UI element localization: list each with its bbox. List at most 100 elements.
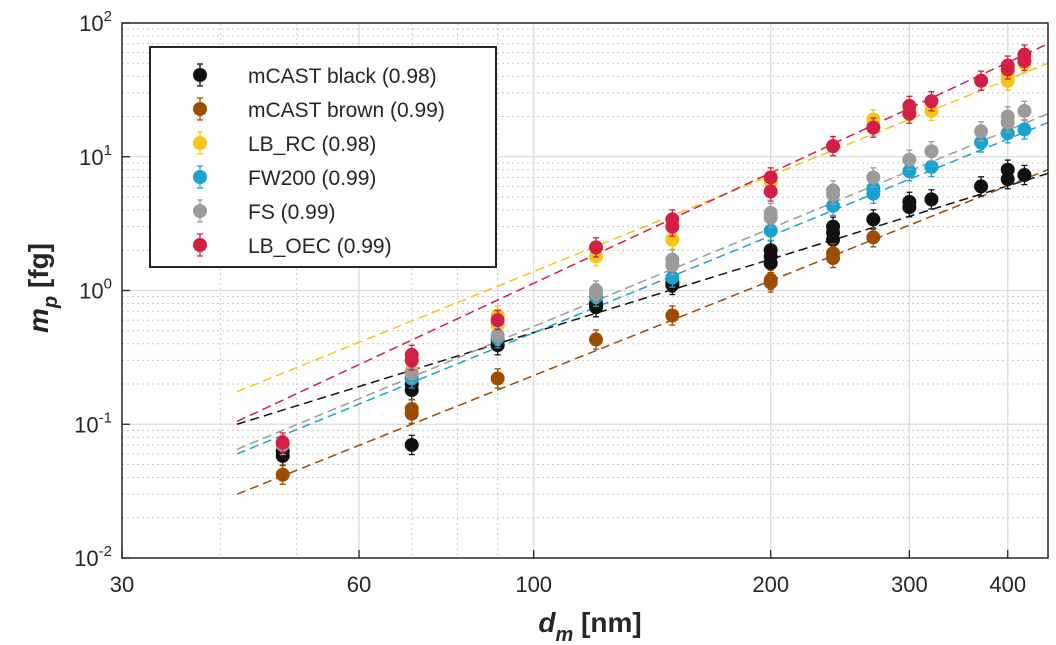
data-point — [404, 434, 419, 456]
marker — [902, 152, 917, 167]
marker — [866, 181, 881, 196]
data-point — [826, 135, 841, 157]
x-tick-label: 100 — [515, 572, 552, 597]
data-point — [1017, 100, 1032, 122]
data-point — [866, 227, 881, 248]
x-tick-label: 60 — [347, 572, 371, 597]
data-point — [866, 117, 881, 138]
marker — [924, 94, 939, 109]
data-point — [490, 309, 505, 331]
data-point — [665, 249, 680, 270]
y-tick-label: 102 — [79, 8, 112, 36]
marker — [924, 159, 939, 174]
fit-line — [236, 169, 1048, 495]
marker — [826, 183, 841, 198]
marker — [275, 467, 290, 482]
legend-box — [149, 46, 497, 268]
y-tick-label: 100 — [79, 276, 112, 304]
legend-label: LB_RC (0.98) — [248, 133, 376, 156]
legend-entry: LB_OEC (0.99) — [193, 233, 392, 258]
legend-marker — [193, 170, 207, 184]
data-point — [866, 209, 881, 230]
legend-entry: mCAST brown (0.99) — [193, 97, 445, 122]
data-point — [589, 237, 604, 258]
marker — [902, 194, 917, 209]
data-point — [1017, 164, 1032, 186]
data-point — [763, 167, 778, 188]
y-tick-exponent: -1 — [99, 409, 112, 426]
marker — [826, 139, 841, 154]
data-point — [1000, 55, 1015, 76]
y-tick-exponent: -2 — [99, 543, 112, 560]
data-point — [589, 280, 604, 301]
x-tick-label: 200 — [752, 572, 789, 597]
data-point — [665, 209, 680, 230]
marker — [763, 205, 778, 220]
marker — [1000, 109, 1015, 124]
marker — [924, 192, 939, 207]
data-point — [974, 176, 989, 197]
legend-entry: mCAST black (0.98) — [193, 63, 437, 88]
marker — [924, 144, 939, 159]
legend: mCAST black (0.98) mCAST brown (0.99) LB_R… — [149, 46, 497, 268]
data-point — [1017, 119, 1032, 140]
data-point — [275, 432, 290, 453]
marker — [589, 283, 604, 298]
x-axis-label: dm [nm] — [538, 607, 641, 645]
data-point — [924, 90, 939, 112]
marker — [763, 243, 778, 258]
marker — [866, 120, 881, 135]
marker — [902, 98, 917, 113]
legend-marker — [193, 238, 207, 252]
marker — [974, 73, 989, 88]
data-point — [490, 368, 505, 389]
y-axis-unit: [fg] — [23, 243, 54, 296]
legend-label: mCAST brown (0.99) — [248, 99, 445, 122]
fit-line — [236, 172, 1048, 425]
y-tick-base: 10 — [79, 11, 103, 36]
data-point — [589, 329, 604, 350]
legend-marker — [193, 136, 207, 150]
marker — [826, 246, 841, 261]
grid-minor — [122, 23, 1048, 558]
y-tick-base: 10 — [74, 546, 98, 571]
marker — [1017, 122, 1032, 137]
data-points — [275, 44, 1032, 485]
marker — [1017, 168, 1032, 183]
data-point — [1000, 106, 1015, 127]
marker — [490, 371, 505, 386]
marker — [974, 179, 989, 194]
marker — [404, 402, 419, 417]
data-point — [404, 344, 419, 366]
marker — [665, 270, 680, 285]
marker — [404, 437, 419, 452]
marker — [589, 240, 604, 255]
data-point — [902, 191, 917, 213]
legend-marker — [193, 204, 207, 218]
data-point — [826, 180, 841, 201]
x-axis-symbol: d — [538, 607, 556, 638]
y-tick-exponent: 2 — [104, 8, 112, 25]
marker — [763, 272, 778, 287]
marker — [826, 198, 841, 213]
y-tick-label: 10-1 — [74, 409, 112, 437]
marker — [866, 170, 881, 185]
marker — [763, 170, 778, 185]
data-point — [826, 216, 841, 237]
y-tick-base: 10 — [79, 279, 103, 304]
y-axis-subscript: p — [40, 296, 62, 309]
y-tick-exponent: 0 — [104, 276, 112, 293]
marker — [665, 232, 680, 247]
data-point — [275, 464, 290, 485]
data-point — [902, 95, 917, 117]
fit-line — [236, 121, 1048, 455]
y-tick-label: 101 — [79, 142, 112, 170]
y-tick-exponent: 1 — [104, 142, 112, 159]
y-axis-symbol: m — [23, 308, 54, 333]
data-point — [902, 149, 917, 170]
legend-entry: LB_RC (0.98) — [193, 131, 376, 156]
marker — [490, 313, 505, 328]
legend-marker — [193, 102, 207, 116]
